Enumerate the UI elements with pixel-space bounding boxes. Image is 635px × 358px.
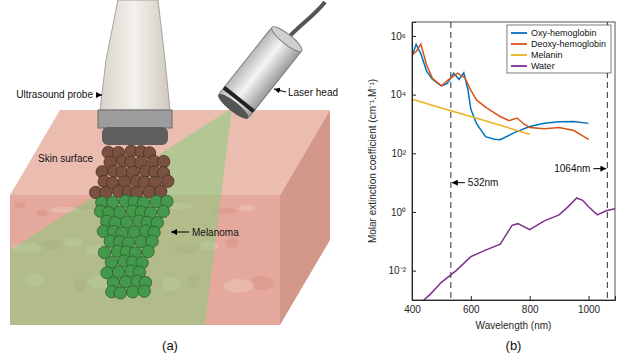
series-group — [412, 44, 615, 300]
series-line — [412, 44, 589, 139]
x-tick: 600 — [463, 296, 480, 315]
x-tick: 800 — [522, 296, 539, 315]
laser-back — [269, 23, 305, 54]
melanoma-cell — [157, 155, 169, 167]
series-line — [412, 44, 589, 139]
diagram-label: Skin surface — [38, 153, 93, 164]
skin-texture — [250, 276, 274, 290]
probe-body — [100, 0, 170, 110]
skin-texture — [238, 205, 256, 211]
y-tick-label: 10⁴ — [391, 89, 406, 100]
legend-swatch — [511, 32, 527, 34]
y-tick-label: 10⁶ — [391, 31, 406, 42]
y-axis: 10⁻² 10⁰ 10² 10⁴ 10⁶ — [389, 23, 416, 301]
series-line — [412, 99, 530, 134]
annotation-arrow — [593, 168, 606, 169]
y-tick: 10² — [392, 148, 416, 159]
y-tick-mark — [412, 212, 416, 213]
x-tick-label: 1000 — [578, 304, 601, 315]
skin-texture — [226, 238, 238, 248]
legend-label: Oxy-hemoglobin — [531, 28, 597, 38]
diagram-label: Melanoma — [192, 227, 239, 238]
diagram-label: Ultrasound probe — [16, 89, 93, 100]
diagram: Ultrasound probe Laser head Skin surface Me… — [10, 0, 338, 325]
y-axis-line — [413, 23, 417, 301]
label-arrow — [96, 95, 102, 96]
laser-beam — [10, 108, 232, 325]
melanoma-cell — [142, 245, 154, 257]
series-line — [424, 198, 615, 300]
y-tick-mark — [412, 36, 416, 37]
annotation-label: 1064nm — [554, 163, 590, 174]
y-tick-mark — [412, 153, 416, 154]
annotation-arrow — [452, 182, 465, 183]
x-axis-line — [413, 296, 616, 301]
y-tick-label: 10⁻² — [389, 265, 407, 276]
ultrasound-probe — [98, 0, 172, 145]
y-axis-title: Molar extinction coefficient (cm⁻¹.M⁻¹) — [367, 79, 378, 243]
y-tick-mark — [412, 95, 416, 96]
melanoma-cell — [114, 287, 126, 299]
y-tick: 10⁰ — [391, 207, 416, 218]
legend-swatch — [511, 65, 527, 67]
melanoma-cell — [157, 205, 169, 217]
x-tick-mark — [530, 296, 531, 300]
y-tick-label: 10⁰ — [391, 207, 406, 218]
x-tick-mark — [471, 296, 472, 300]
skin-texture — [14, 202, 26, 208]
laser-cable — [287, 2, 325, 39]
plot-frame — [412, 22, 615, 300]
legend-swatch — [511, 43, 527, 45]
chart: 400 600 800 1000 10⁻² 10⁰ 10² 10⁴ 10⁶ Wavelength … — [367, 22, 616, 331]
legend-box — [507, 25, 611, 73]
y-tick-label: 10² — [392, 148, 407, 159]
y-tick-mark — [412, 271, 416, 272]
x-axis: 400 600 800 1000 — [404, 296, 615, 315]
x-tick-label: 400 — [404, 304, 421, 315]
skin-side — [280, 110, 330, 325]
probe-tip — [102, 127, 168, 145]
y-tick: 10⁴ — [391, 89, 416, 100]
skin-texture — [224, 279, 254, 293]
y-tick: 10⁶ — [391, 31, 416, 42]
label-arrow — [171, 232, 189, 233]
legend: Oxy-hemoglobinDeoxy-hemoglobinMelaninWat… — [507, 25, 611, 73]
legend-label: Deoxy-hemoglobin — [531, 39, 606, 49]
panel-caption: (b) — [506, 338, 522, 353]
annotation-line — [450, 22, 451, 300]
laser-aperture — [215, 91, 251, 122]
probe-band — [98, 110, 172, 128]
diagram-label: Laser head — [288, 87, 338, 98]
x-tick: 1000 — [578, 296, 601, 315]
melanoma-cell — [127, 286, 139, 298]
label-arrow — [274, 89, 286, 92]
legend-label: Melanin — [531, 50, 563, 60]
melanoma-cluster — [89, 145, 174, 299]
annotation-label: 532nm — [468, 177, 499, 188]
skin-texture — [36, 210, 48, 216]
x-tick-label: 800 — [522, 304, 539, 315]
plot-background — [412, 22, 615, 300]
legend-label: Water — [531, 61, 555, 71]
laser-head — [215, 23, 305, 122]
x-tick-mark — [589, 296, 590, 300]
melanoma-cell — [138, 285, 150, 297]
legend-swatch — [511, 54, 527, 56]
x-axis-title: Wavelength (nm) — [476, 320, 552, 331]
x-tick-label: 600 — [463, 304, 480, 315]
figure: Ultrasound probe Laser head Skin surface Me… — [0, 0, 635, 358]
y-tick: 10⁻² — [389, 265, 416, 276]
panel-caption: (a) — [162, 338, 178, 353]
